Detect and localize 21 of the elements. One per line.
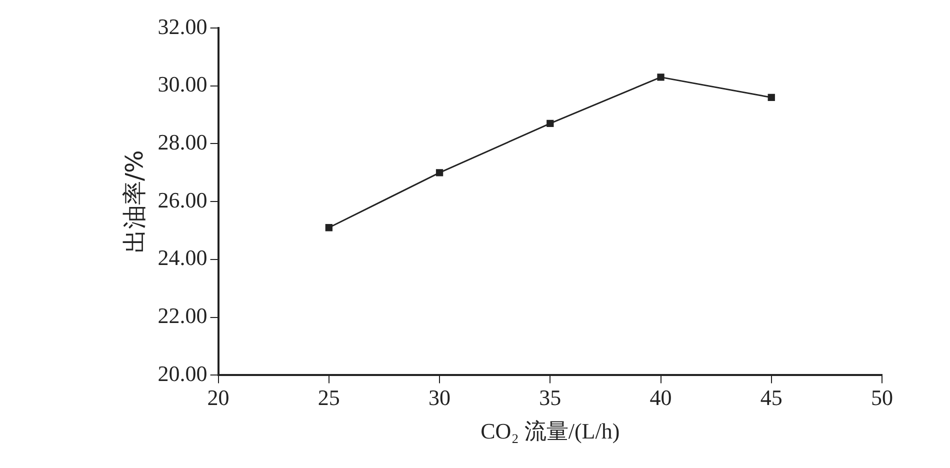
y-tick-label: 26.00 [158,187,208,212]
x-tick-label: 40 [650,385,672,410]
x-tick-label: 35 [539,385,562,410]
x-tick-label: 25 [318,385,340,410]
y-tick-label: 30.00 [158,72,208,97]
x-tick-label: 45 [760,385,782,410]
y-tick-label: 22.00 [158,303,208,328]
y-tick-label: 24.00 [158,245,208,270]
point [436,169,444,176]
x-tick-label: 50 [871,385,893,410]
point [325,224,332,232]
y-tick-label: 28.00 [158,130,208,155]
point [546,120,554,128]
point [657,74,664,81]
y-tick-label: 32.00 [158,14,208,39]
x-axis-title: CO₂ 流量/(L/h) [480,418,620,444]
point [768,94,775,102]
x-tick-label: 30 [428,385,451,410]
x-tick-label: 20 [207,385,230,410]
y-tick-label: 20.00 [158,360,208,386]
y-axis-title: 出油率/% [120,150,149,254]
